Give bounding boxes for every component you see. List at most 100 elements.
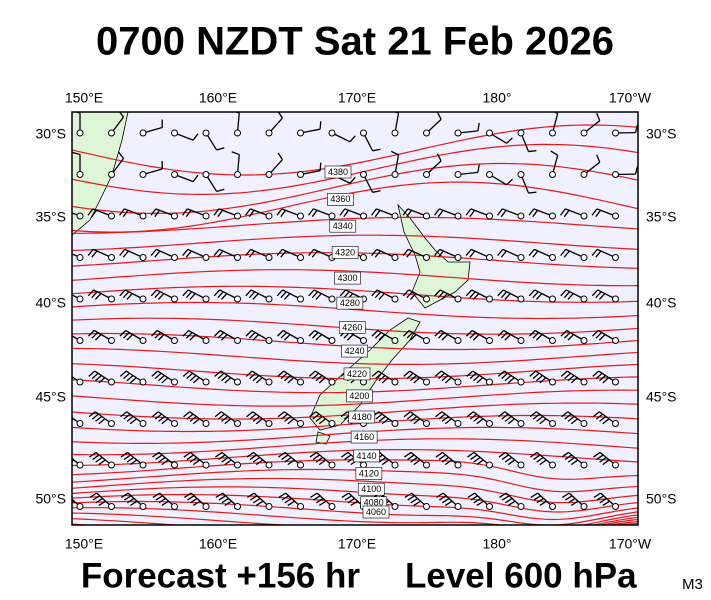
barb-feather [567, 293, 574, 300]
barb-station [171, 212, 178, 220]
wind-barb [277, 329, 304, 344]
barb-feather [467, 451, 475, 458]
barb-feather [185, 332, 193, 339]
barb-station [297, 461, 304, 469]
barb-feather [231, 151, 240, 156]
barb-station [391, 171, 399, 178]
barb-feather [277, 152, 283, 160]
barb-station [612, 503, 619, 510]
barb-feather [312, 454, 320, 461]
barb-feather [438, 454, 446, 461]
wind-barb [403, 329, 430, 344]
barb-feather [284, 497, 292, 504]
barb-feather [154, 413, 162, 420]
barb-station [486, 212, 493, 220]
barb-station [202, 420, 210, 427]
barb-feather [185, 250, 192, 258]
barb-feather [220, 293, 228, 300]
barb-feather [189, 415, 197, 422]
barb-station [580, 129, 588, 137]
wind-barb [339, 208, 367, 220]
barb-feather [402, 248, 409, 256]
barb-station [76, 129, 84, 137]
barb-feather [158, 415, 166, 422]
barb-feather [592, 411, 600, 418]
barb-station [139, 212, 147, 220]
barb-feather [311, 332, 319, 339]
barb-feather [315, 456, 324, 463]
barb-feather [217, 250, 224, 258]
barb-feather [528, 149, 537, 153]
barb-feather [407, 495, 415, 501]
barb-feather [189, 497, 198, 504]
barb-feather [347, 497, 355, 504]
wind-barb [549, 112, 559, 137]
wind-barb [498, 411, 525, 427]
barb-feather [498, 411, 506, 418]
barb-station [486, 378, 493, 386]
barb-feather [469, 291, 476, 299]
barb-feather [560, 208, 566, 216]
barb-station [139, 295, 147, 303]
barb-station [139, 254, 147, 261]
barb-feather [218, 495, 226, 501]
barb-station [297, 337, 304, 344]
barb-feather [413, 500, 421, 506]
barb-feather [98, 459, 106, 466]
right-axis-label: 35°S [646, 209, 677, 225]
wind-barb [308, 370, 336, 386]
barb-feather [184, 492, 192, 498]
barb-feather [246, 451, 254, 458]
barb-station [423, 254, 430, 261]
map-layer: 4380 4360 4340 4320 4300 4280 4260 4240 4220 4200… [72, 112, 638, 525]
barb-feather [532, 291, 539, 299]
wind-barb [454, 122, 480, 137]
barb-feather [276, 289, 284, 297]
contour-label-text: 4260 [342, 322, 362, 332]
barb-station [423, 420, 430, 427]
barb-station [265, 254, 273, 261]
wind-barb [308, 289, 336, 303]
barb-feather [157, 334, 165, 341]
contour-label-box [350, 430, 378, 444]
barb-feather [217, 291, 224, 299]
contour-line [72, 507, 638, 525]
barb-station [76, 254, 84, 261]
barb-feather [413, 459, 421, 466]
barb-station [612, 378, 619, 386]
wind-barb [434, 248, 462, 261]
barb-feather [410, 374, 417, 382]
barb-feather [539, 459, 547, 466]
barb-station [265, 171, 273, 178]
barb-station [454, 378, 462, 386]
barb-station [454, 337, 462, 344]
barb-feather [122, 250, 129, 258]
barb-feather [591, 208, 598, 216]
barb-station [580, 378, 588, 386]
barb-feather [563, 209, 570, 218]
contour-line [72, 389, 638, 407]
barb-feather [371, 330, 379, 337]
wind-barb [139, 160, 163, 178]
barb-feather [374, 209, 381, 218]
barb-station [391, 461, 399, 469]
barb-feather [595, 209, 602, 218]
contour-label: 4240 [341, 344, 368, 358]
barb-feather [550, 150, 559, 156]
wind-barb [183, 411, 210, 427]
barb-feather [470, 495, 478, 501]
barb-feather [215, 492, 223, 498]
wind-barb [202, 129, 225, 151]
contour-label-box [329, 219, 357, 233]
barb-station [202, 171, 210, 178]
barb-feather [308, 330, 316, 337]
barb-station [580, 171, 588, 178]
barb-feather [151, 370, 159, 377]
barb-feather [155, 454, 163, 461]
barb-feather [158, 456, 166, 463]
barb-feather [192, 133, 199, 141]
wind-barb [308, 208, 336, 220]
barb-feather [441, 293, 448, 300]
barb-feather [533, 454, 541, 461]
barb-station [108, 503, 115, 510]
